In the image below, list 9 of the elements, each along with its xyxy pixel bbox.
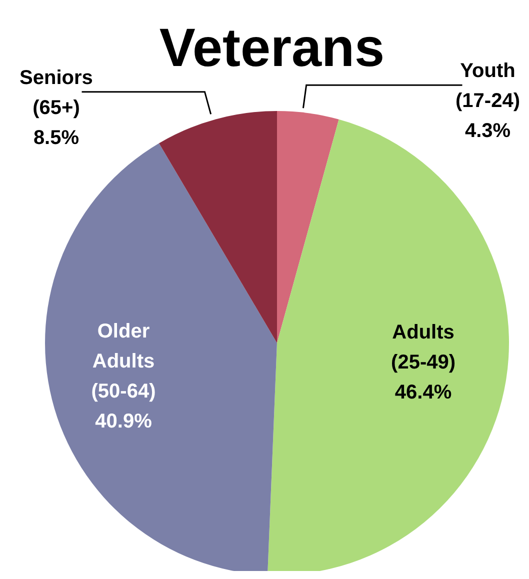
data-label: 8.5%	[33, 126, 80, 149]
slice-label: Youth (17-24)	[456, 60, 520, 112]
data-label: 4.3%	[464, 120, 511, 142]
slice-label: Older Adults (50-64)	[91, 320, 156, 402]
data-label: 46.4%	[394, 382, 452, 404]
slice-label: Adults (25-49)	[391, 322, 456, 374]
data-label: 40.9%	[95, 410, 152, 432]
chart-title: Veterans	[159, 18, 385, 78]
slice-label: Seniors (65+)	[20, 66, 93, 119]
